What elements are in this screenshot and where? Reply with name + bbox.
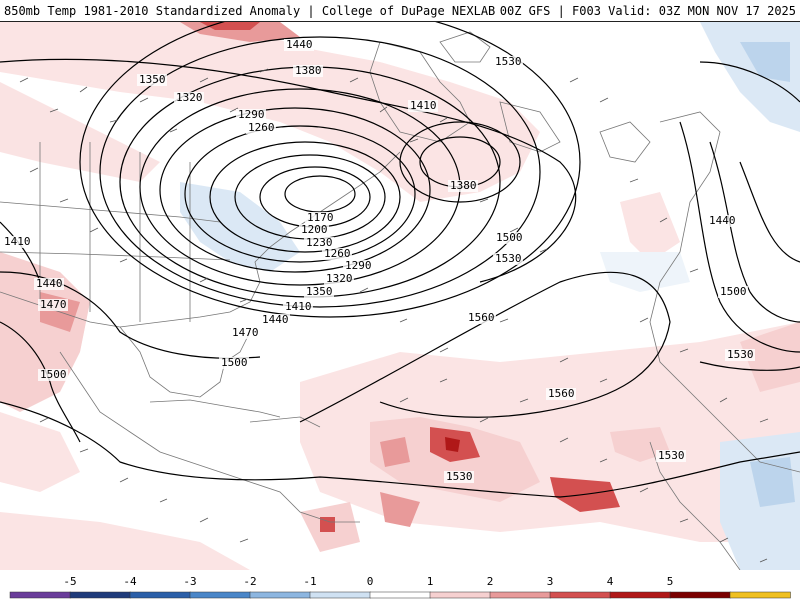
colorbar-segment xyxy=(549,591,611,599)
contour-label: 1530 xyxy=(495,252,522,265)
contour-label: 1170 xyxy=(307,211,334,224)
contour-label: 1380 xyxy=(450,179,477,192)
map-title: 850mb Temp 1981-2010 Standardized Anomal… xyxy=(4,4,496,18)
contour-label: 1320 xyxy=(176,91,203,104)
contour-labels: 1440 1380 1350 1320 1290 1260 1170 1200 … xyxy=(2,38,755,483)
colorbar-ticks: -5 -4 -3 -2 -1 0 1 2 3 4 5 xyxy=(63,575,673,588)
contour-label: 1320 xyxy=(326,272,353,285)
contour-label: 1500 xyxy=(221,356,248,369)
map-header: 850mb Temp 1981-2010 Standardized Anomal… xyxy=(0,0,800,22)
model-run-info: 00Z GFS | F003 Valid: 03Z MON NOV 17 202… xyxy=(499,4,796,18)
colorbar-segment xyxy=(189,591,251,599)
contour-label: 1560 xyxy=(548,387,575,400)
contour-label: 1290 xyxy=(345,259,372,272)
colorbar-segment xyxy=(489,591,551,599)
contour-label: 1440 xyxy=(286,38,313,51)
colorbar-segment xyxy=(429,591,491,599)
colorbar-segment xyxy=(249,591,311,599)
contour-label: 1200 xyxy=(301,223,328,236)
colorbar-tick-label: -1 xyxy=(303,575,316,588)
contour-label: 1410 xyxy=(285,300,312,313)
colorbar-tick-label: 0 xyxy=(367,575,374,588)
contour-label: 1380 xyxy=(295,64,322,77)
colorbar-segment xyxy=(609,591,671,599)
contour-label: 1440 xyxy=(262,313,289,326)
colorbar-tick-label: -2 xyxy=(243,575,256,588)
colorbar-tick-label: -5 xyxy=(63,575,76,588)
colorbar-tick-label: -3 xyxy=(183,575,196,588)
contour-label: 1470 xyxy=(40,298,67,311)
colorbar-tick-label: 3 xyxy=(547,575,554,588)
contour-label: 1350 xyxy=(306,285,333,298)
colorbar-tick-label: 1 xyxy=(427,575,434,588)
wind-barbs xyxy=(19,68,769,563)
weather-map: 1440 1380 1350 1320 1290 1260 1170 1200 … xyxy=(0,22,800,570)
colorbar-segment xyxy=(9,591,71,599)
colorbar-segment xyxy=(729,591,791,599)
contour-label: 1290 xyxy=(238,108,265,121)
contour-label: 1440 xyxy=(709,214,736,227)
height-contours xyxy=(0,22,800,498)
contour-label: 1560 xyxy=(468,311,495,324)
contour-label: 1350 xyxy=(139,73,166,86)
colorbar-tick-label: 5 xyxy=(667,575,674,588)
anomaly-colorbar: -5 -4 -3 -2 -1 0 1 2 3 4 5 xyxy=(0,570,800,600)
contour-label: 1530 xyxy=(495,55,522,68)
colorbar-segment xyxy=(129,591,191,599)
contour-label: 1260 xyxy=(248,121,275,134)
contour-label: 1530 xyxy=(658,449,685,462)
colorbar-segment xyxy=(369,591,431,599)
geography xyxy=(0,31,800,570)
contour-label: 1500 xyxy=(40,368,67,381)
contour-label: 1230 xyxy=(306,236,333,249)
contour-label: 1260 xyxy=(324,247,351,260)
contour-label: 1500 xyxy=(496,231,523,244)
colorbar-tick-label: 2 xyxy=(487,575,494,588)
colorbar-segments xyxy=(9,591,791,599)
colorbar-tick-label: 4 xyxy=(607,575,614,588)
contour-label: 1530 xyxy=(727,348,754,361)
contour-label: 1530 xyxy=(446,470,473,483)
colorbar-segment xyxy=(69,591,131,599)
contour-label: 1500 xyxy=(720,285,747,298)
contour-label: 1470 xyxy=(232,326,259,339)
colorbar-segment xyxy=(309,591,371,599)
colorbar-tick-label: -4 xyxy=(123,575,137,588)
contour-label: 1410 xyxy=(410,99,437,112)
contour-label: 1440 xyxy=(36,277,63,290)
contour-label: 1410 xyxy=(4,235,31,248)
colorbar-segment xyxy=(669,591,731,599)
